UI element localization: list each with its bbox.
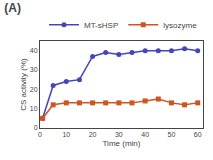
svg-text:(A): (A): [4, 1, 21, 15]
svg-text:lysozyme: lysozyme: [163, 21, 197, 30]
svg-text:50: 50: [168, 131, 176, 138]
svg-text:10: 10: [30, 105, 38, 112]
svg-text:Time (min): Time (min): [103, 139, 141, 148]
svg-text:10: 10: [62, 131, 70, 138]
svg-text:40: 40: [30, 47, 38, 54]
svg-text:30: 30: [30, 66, 38, 73]
svg-text:MT-sHSP: MT-sHSP: [84, 21, 118, 30]
svg-text:60: 60: [194, 131, 202, 138]
svg-text:0: 0: [38, 131, 42, 138]
svg-text:CS activity (%): CS activity (%): [19, 58, 28, 111]
svg-text:20: 20: [89, 131, 97, 138]
svg-text:30: 30: [115, 131, 123, 138]
svg-text:0: 0: [34, 124, 38, 131]
svg-text:40: 40: [141, 131, 149, 138]
svg-text:20: 20: [30, 86, 38, 93]
